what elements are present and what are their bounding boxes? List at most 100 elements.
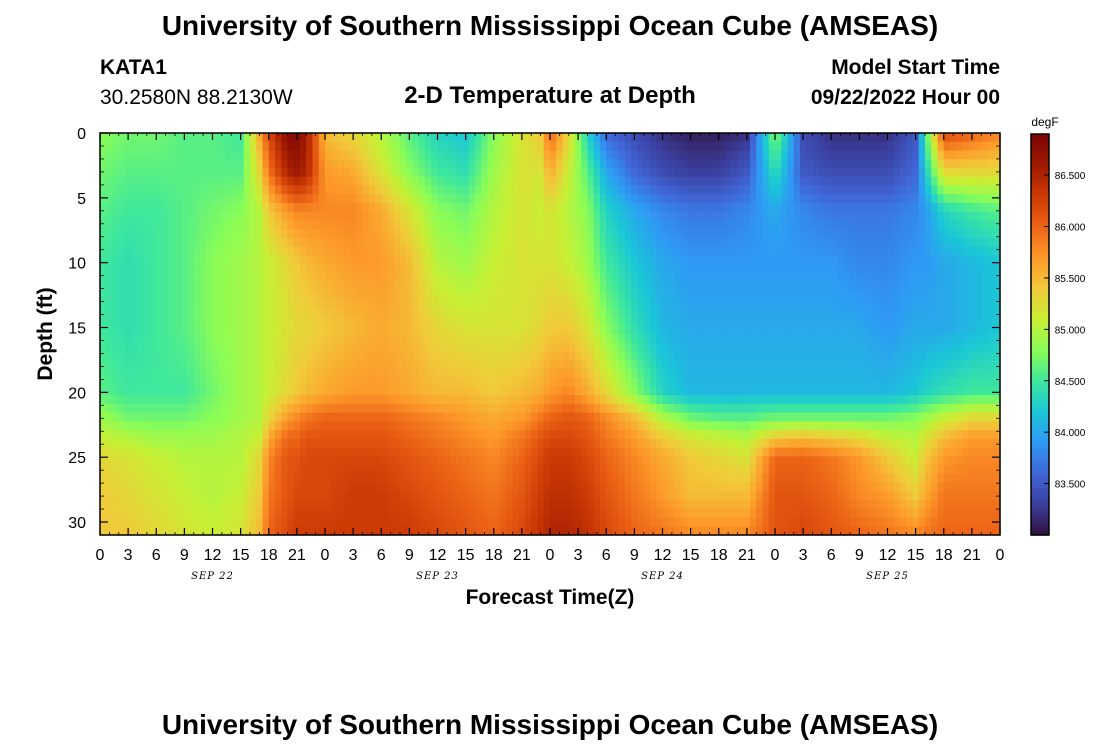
heatmap-cell (612, 508, 620, 519)
heatmap-cell (443, 438, 451, 449)
heatmap-cell (425, 403, 432, 414)
heatmap-cell (531, 272, 539, 283)
heatmap-cell (537, 185, 545, 195)
heatmap-cell (106, 386, 114, 396)
heatmap-cell (556, 438, 564, 449)
heatmap-cell (756, 438, 764, 449)
heatmap-cell (737, 491, 745, 501)
heatmap-cell (593, 412, 601, 422)
heatmap-cell (581, 202, 589, 213)
heatmap-cell (618, 360, 626, 370)
heatmap-cell (337, 272, 345, 283)
heatmap-cell (162, 176, 170, 187)
heatmap-cell (475, 133, 482, 143)
heatmap-cell (450, 316, 457, 326)
heatmap-cell (418, 290, 426, 300)
heatmap-cell (343, 255, 351, 265)
heatmap-cell (518, 255, 526, 265)
heatmap-cell (256, 473, 264, 484)
heatmap-cell (406, 395, 414, 405)
heatmap-cell (225, 316, 232, 326)
heatmap-cell (743, 491, 751, 501)
heatmap-cell (625, 176, 632, 187)
heatmap-cell (325, 167, 332, 178)
heatmap-cell (212, 491, 220, 501)
heatmap-cell (575, 272, 582, 283)
heatmap-cell (275, 316, 282, 326)
heatmap-cell (412, 377, 420, 388)
heatmap-cell (162, 220, 170, 230)
heatmap-cell (400, 377, 407, 388)
heatmap-cell (243, 421, 251, 431)
heatmap-cell (568, 456, 576, 466)
heatmap-cell (425, 438, 432, 449)
heatmap-cell (393, 526, 401, 536)
heatmap-cell (768, 246, 776, 256)
heatmap-cell (418, 185, 426, 195)
heatmap-cell (406, 351, 414, 361)
heatmap-cell (150, 473, 157, 484)
heatmap-cell (600, 290, 607, 300)
heatmap-cell (381, 438, 389, 449)
heatmap-cell (687, 438, 695, 449)
heatmap-cell (506, 194, 514, 204)
heatmap-cell (437, 133, 445, 143)
heatmap-cell (687, 368, 695, 379)
heatmap-cell (237, 159, 245, 169)
heatmap-cell (750, 412, 757, 422)
heatmap-cell (218, 526, 226, 536)
heatmap-cell (625, 141, 632, 152)
heatmap-cell (700, 325, 707, 335)
heatmap-cell (737, 299, 745, 309)
heatmap-cell (725, 342, 732, 353)
heatmap-cell (368, 526, 376, 536)
heatmap-cell (750, 334, 757, 344)
heatmap-cell (756, 307, 764, 318)
heatmap-cell (356, 368, 364, 379)
heatmap-cell (531, 141, 539, 152)
heatmap-cell (343, 176, 351, 187)
heatmap-cell (556, 272, 564, 283)
heatmap-cell (675, 202, 682, 213)
heatmap-cell (375, 412, 382, 422)
heatmap-cell (150, 185, 157, 195)
heatmap-cell (506, 438, 514, 449)
heatmap-cell (681, 290, 689, 300)
heatmap-cell (243, 377, 251, 388)
heatmap-cell (612, 438, 620, 449)
heatmap-cell (218, 334, 226, 344)
heatmap-cell (618, 456, 626, 466)
heatmap-cell (531, 281, 539, 291)
heatmap-cell (687, 272, 695, 283)
heatmap-cell (437, 159, 445, 169)
heatmap-cell (500, 377, 507, 388)
heatmap-cell (256, 316, 264, 326)
heatmap-cell (581, 491, 589, 501)
heatmap-cell (556, 229, 564, 239)
heatmap-cell (275, 421, 282, 431)
heatmap-cell (368, 386, 376, 396)
heatmap-cell (481, 264, 489, 274)
heatmap-cell (662, 456, 670, 466)
heatmap-cell (493, 430, 501, 440)
heatmap-cell (431, 316, 439, 326)
heatmap-cell (387, 465, 395, 475)
heatmap-cell (181, 368, 189, 379)
heatmap-cell (287, 237, 295, 248)
heatmap-cell (393, 482, 401, 492)
heatmap-cell (181, 482, 189, 492)
heatmap-cell (368, 377, 376, 388)
heatmap-cell (662, 377, 670, 388)
heatmap-cell (500, 500, 507, 510)
heatmap-cell (743, 500, 751, 510)
heatmap-cell (756, 194, 764, 204)
heatmap-cell (206, 368, 214, 379)
heatmap-cell (712, 517, 720, 527)
heatmap-cell (675, 150, 682, 160)
heatmap-cell (337, 465, 345, 475)
heatmap-cell (281, 526, 289, 536)
heatmap-cell (112, 473, 120, 484)
heatmap-cell (687, 176, 695, 187)
heatmap-cell (456, 325, 464, 335)
heatmap-cell (656, 403, 664, 414)
